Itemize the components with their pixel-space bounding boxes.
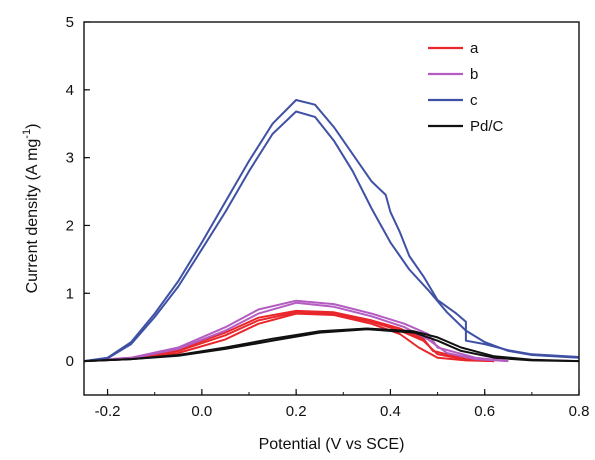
x-tick-label: 0.4 bbox=[380, 403, 401, 420]
series-line-2-curve-2 bbox=[83, 299, 509, 363]
series-line-3-curve-1 bbox=[83, 110, 580, 363]
series-line-4-curve-2 bbox=[83, 327, 580, 363]
legend: abc Pd/C bbox=[428, 40, 504, 135]
y-tick-label: 2 bbox=[66, 217, 74, 234]
x-tick-label: 0.2 bbox=[286, 403, 307, 420]
y-tick-label: 4 bbox=[66, 82, 74, 99]
legend-label: a bbox=[470, 40, 479, 57]
x-tick-label: 0.6 bbox=[474, 403, 495, 420]
y-tick-label: 5 bbox=[66, 14, 74, 31]
series-line-1-curve-1 bbox=[83, 312, 495, 363]
y-axis-title-end: ) bbox=[24, 124, 41, 129]
y-axis-title-main: Current density (A mg bbox=[24, 139, 41, 294]
y-axis-title: Current density (A mg-1) bbox=[21, 124, 41, 294]
x-axis-title: Potential (V vs SCE) bbox=[259, 436, 405, 453]
tick-labels: -0.2 0.0 0.2 0.4 0.6 0.8 0 1 2 3 4 5 bbox=[66, 14, 590, 420]
legend-label: b bbox=[470, 66, 478, 83]
legend-label: Pd/C bbox=[470, 118, 504, 135]
y-tick-label: 0 bbox=[66, 353, 74, 370]
x-tick-label: 0.0 bbox=[191, 403, 212, 420]
plot-frame bbox=[83, 21, 580, 396]
y-tick-label: 1 bbox=[66, 285, 74, 302]
x-tick-label: -0.2 bbox=[95, 403, 121, 420]
y-axis-title-superscript: -1 bbox=[21, 129, 33, 139]
ticks-layer bbox=[84, 21, 580, 395]
y-tick-label: 3 bbox=[66, 150, 74, 167]
x-tick-label: 0.8 bbox=[569, 403, 590, 420]
series-layer bbox=[83, 99, 580, 363]
series-line-3-curve-2 bbox=[83, 99, 580, 363]
series-line-1-curve-2 bbox=[83, 311, 495, 363]
series-line-2-curve-1 bbox=[83, 301, 509, 363]
legend-label: c bbox=[470, 92, 478, 109]
